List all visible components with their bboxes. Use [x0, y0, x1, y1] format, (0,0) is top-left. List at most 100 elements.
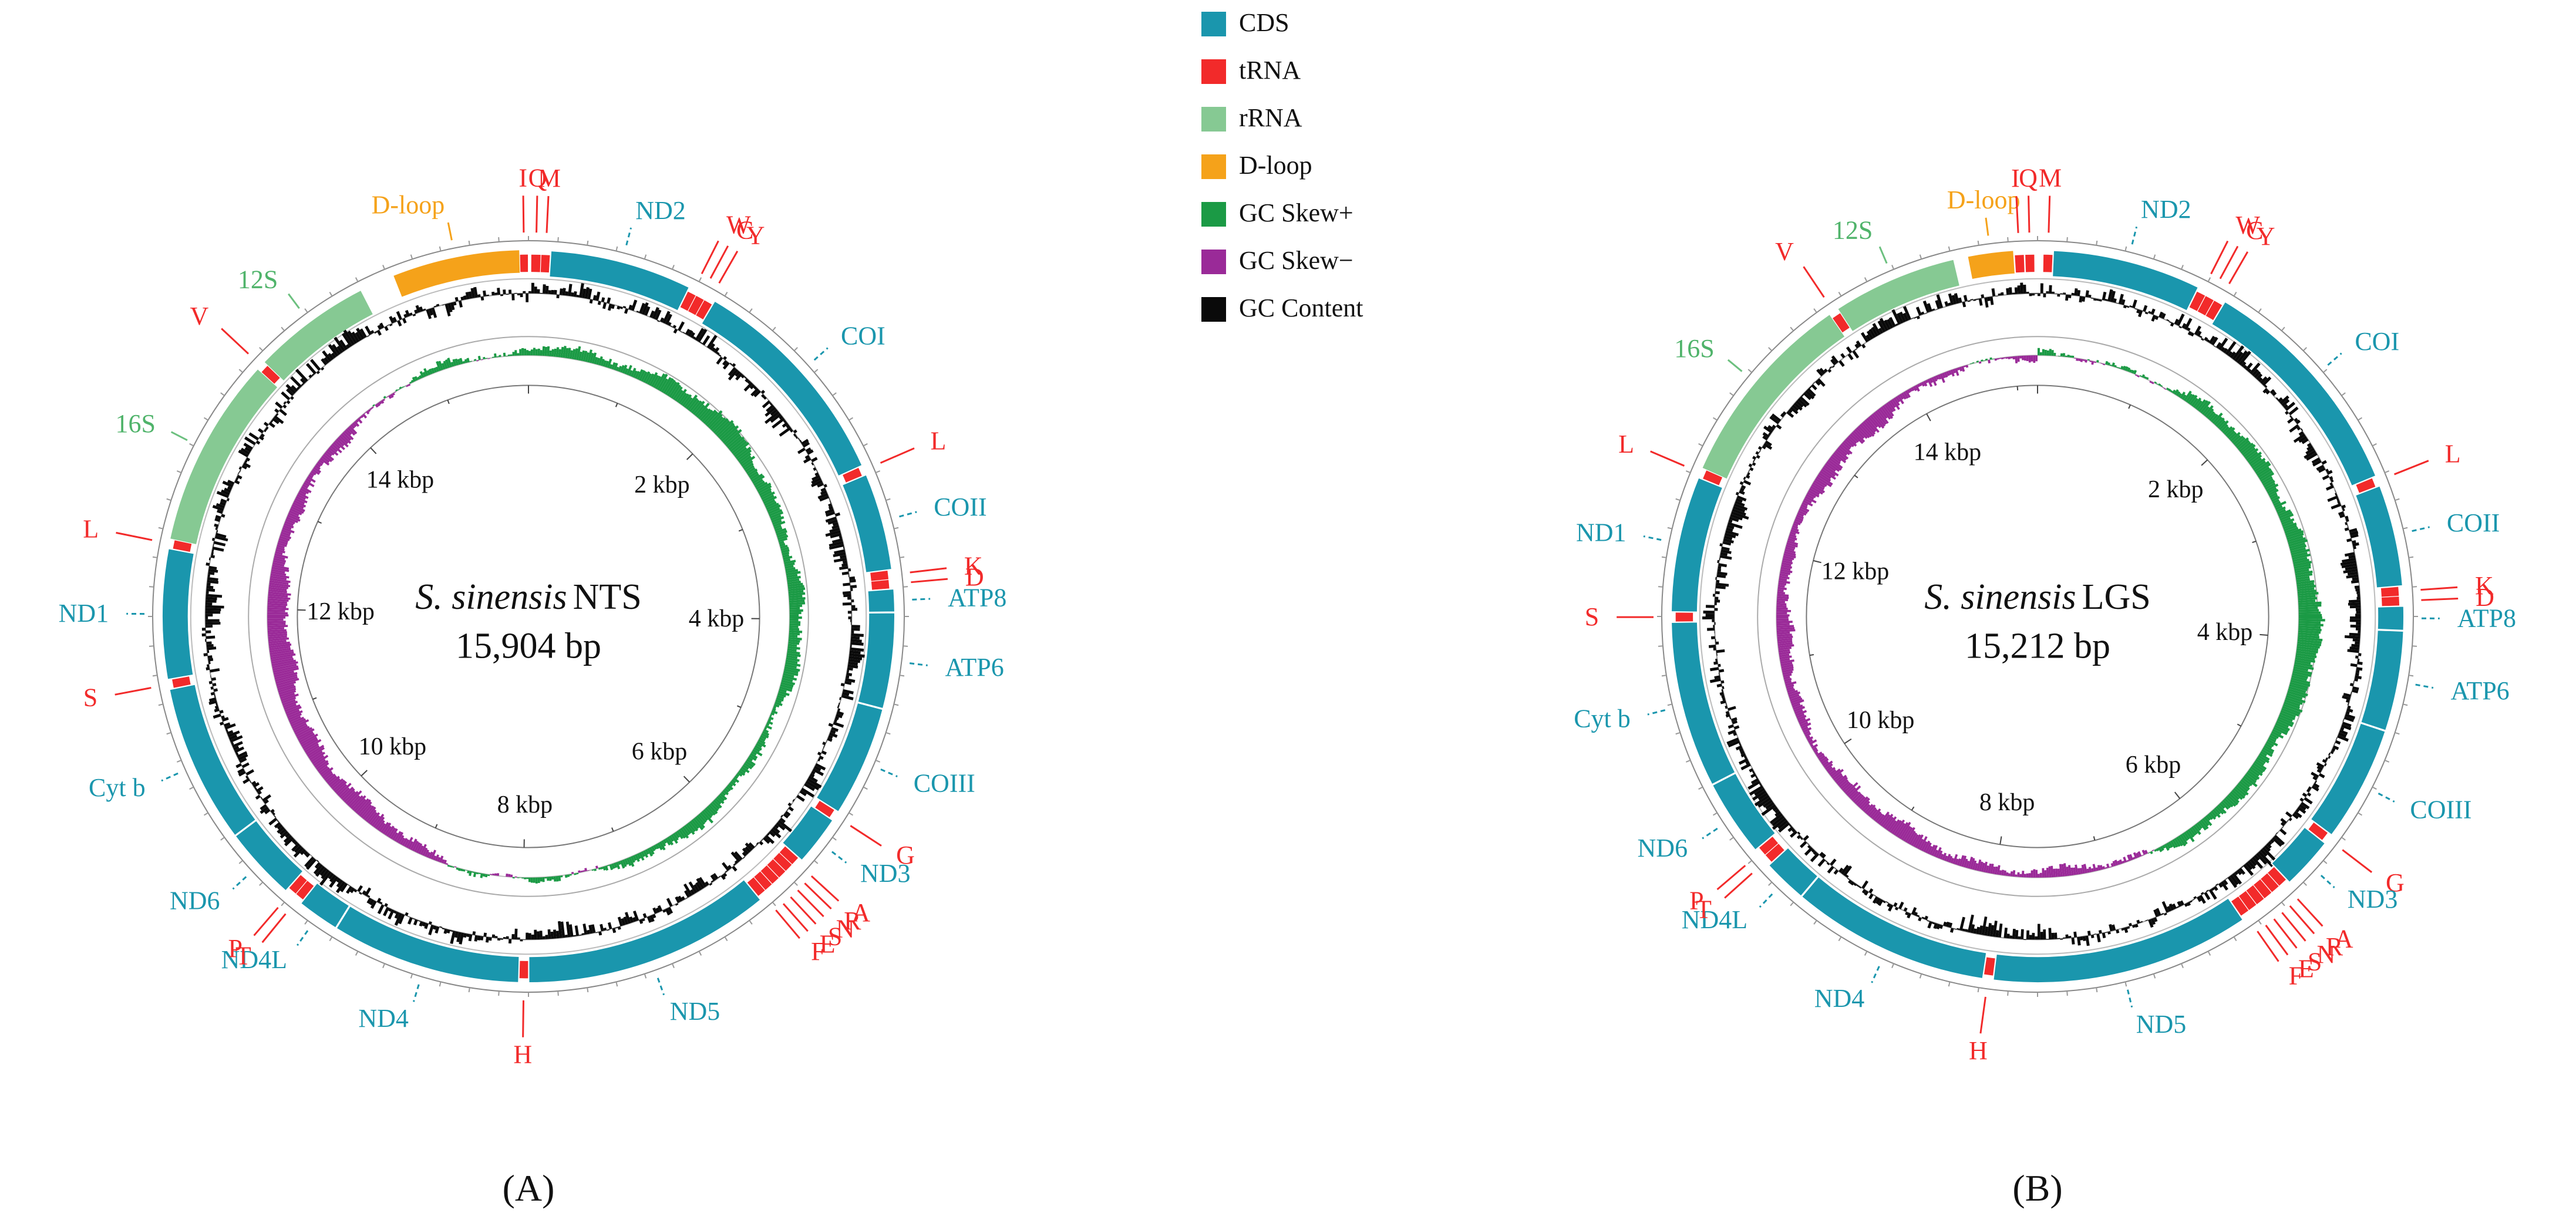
gc-skew-bar	[689, 399, 700, 412]
gc-content-bar	[569, 924, 574, 937]
gc-content-bar	[2287, 417, 2294, 424]
gc-skew-bar	[560, 346, 564, 358]
feature-leader-l	[116, 531, 153, 541]
gc-skew-bar	[2250, 457, 2262, 467]
gc-content-bar	[2331, 747, 2336, 752]
gc-skew-bar	[295, 727, 313, 737]
kbp-tick	[615, 403, 618, 407]
gc-skew-bar	[613, 862, 618, 868]
gc-content-bar	[376, 898, 382, 904]
legend-label-gc-content: GC Content	[1239, 294, 1363, 322]
gc-skew-bar	[1871, 413, 1885, 429]
gc-content-bar	[1871, 326, 1878, 337]
gc-content-bar	[1733, 503, 1748, 511]
gc-content-bar	[628, 304, 633, 311]
gc-content-bar	[1707, 628, 1715, 631]
gc-content-bar	[2287, 819, 2289, 823]
gc-skew-bar	[273, 667, 299, 676]
gc-content-bar	[370, 330, 375, 334]
gc-content-bar	[846, 672, 853, 676]
gc-content-bar	[214, 535, 228, 542]
gc-content-bar	[234, 480, 240, 485]
gc-content-bar	[2104, 932, 2108, 933]
gc-content-bar	[1748, 463, 1753, 467]
gc-content-bar	[1788, 409, 1793, 413]
gc-skew-bar	[591, 352, 597, 364]
gc-content-bar	[839, 565, 848, 570]
gc-skew-bar	[2274, 724, 2289, 733]
gc-content-bar	[428, 308, 433, 316]
gc-skew-bar	[757, 741, 766, 748]
gc-content-bar	[2337, 734, 2349, 742]
gc-content-bar	[812, 768, 824, 776]
gc-skew-bar	[1864, 804, 1874, 814]
gc-content-bar	[733, 862, 736, 866]
gc-content-bar	[422, 922, 426, 927]
gc-content-bar	[2171, 903, 2177, 909]
feature-label-e: E	[820, 930, 836, 959]
gc-content-bar	[2347, 649, 2359, 653]
gc-content-bar	[263, 422, 269, 427]
gc-content-bar	[239, 470, 241, 473]
gc-content-bar	[2074, 288, 2078, 296]
gc-content-bar	[212, 504, 224, 511]
gc-content-bar	[667, 906, 674, 914]
gc-content-bar	[386, 324, 390, 326]
gc-content-bar	[842, 692, 850, 696]
gc-skew-bar	[760, 734, 767, 740]
gc-skew-bar	[1818, 472, 1831, 482]
gc-content-bar	[838, 702, 840, 706]
gc-content-bar	[845, 678, 856, 683]
gc-skew-bar	[2176, 837, 2184, 847]
outer-tick	[2395, 498, 2400, 501]
gc-content-bar	[1743, 476, 1746, 480]
gc-skew-bar	[289, 508, 302, 515]
outer-tick	[1712, 812, 1718, 816]
gc-content-bar	[230, 735, 243, 743]
gc-skew-bar	[547, 877, 550, 881]
gc-skew-bar	[355, 798, 369, 814]
gc-content-bar	[1830, 858, 1837, 866]
gc-skew-bar	[2295, 572, 2313, 578]
gc-skew-bar	[1859, 424, 1873, 437]
gc-content-bar	[1769, 416, 1780, 424]
gc-skew-bar	[1788, 535, 1797, 541]
outer-tick	[152, 675, 158, 677]
gc-skew-bar	[422, 847, 428, 856]
gc-skew-bar	[596, 358, 600, 365]
gc-content-bar	[206, 599, 217, 603]
gc-skew-bar	[1884, 403, 1894, 417]
gc-skew-bar	[410, 379, 415, 383]
gc-content-bar	[2238, 867, 2245, 875]
gc-skew-bar	[759, 487, 772, 496]
gc-skew-bar	[668, 382, 680, 397]
gc-skew-bar	[469, 871, 472, 877]
gc-content-bar	[2090, 298, 2094, 299]
gc-content-bar	[1718, 663, 1721, 668]
gc-content-bar	[612, 928, 617, 933]
gc-content-bar	[759, 841, 764, 845]
gc-skew-bar	[342, 788, 355, 801]
gc-content-bar	[244, 446, 252, 453]
gc-skew-bar	[1810, 486, 1823, 495]
gc-content-bar	[294, 845, 302, 853]
gc-skew-bar	[2297, 589, 2316, 594]
gc-content-bar	[1868, 328, 1876, 338]
gc-skew-bar	[280, 692, 295, 700]
gc-skew-bar	[1981, 359, 1984, 362]
gc-content-bar	[514, 928, 518, 940]
gc-skew-bar	[751, 751, 757, 756]
feature-trna-t	[296, 881, 314, 900]
gc-content-bar	[2208, 889, 2217, 900]
gc-content-bar	[2350, 624, 2361, 628]
gc-content-bar	[2126, 305, 2130, 308]
gc-content-bar	[1943, 921, 1947, 926]
gc-skew-bar	[274, 553, 288, 559]
kbp-tick	[683, 776, 691, 783]
gc-content-bar	[397, 320, 402, 327]
gc-content-bar	[2057, 294, 2060, 297]
gc-content-bar	[1714, 675, 1720, 679]
gc-content-bar	[2121, 928, 2125, 931]
gc-skew-bar	[598, 867, 601, 870]
feature-trna-i	[2015, 255, 2025, 273]
